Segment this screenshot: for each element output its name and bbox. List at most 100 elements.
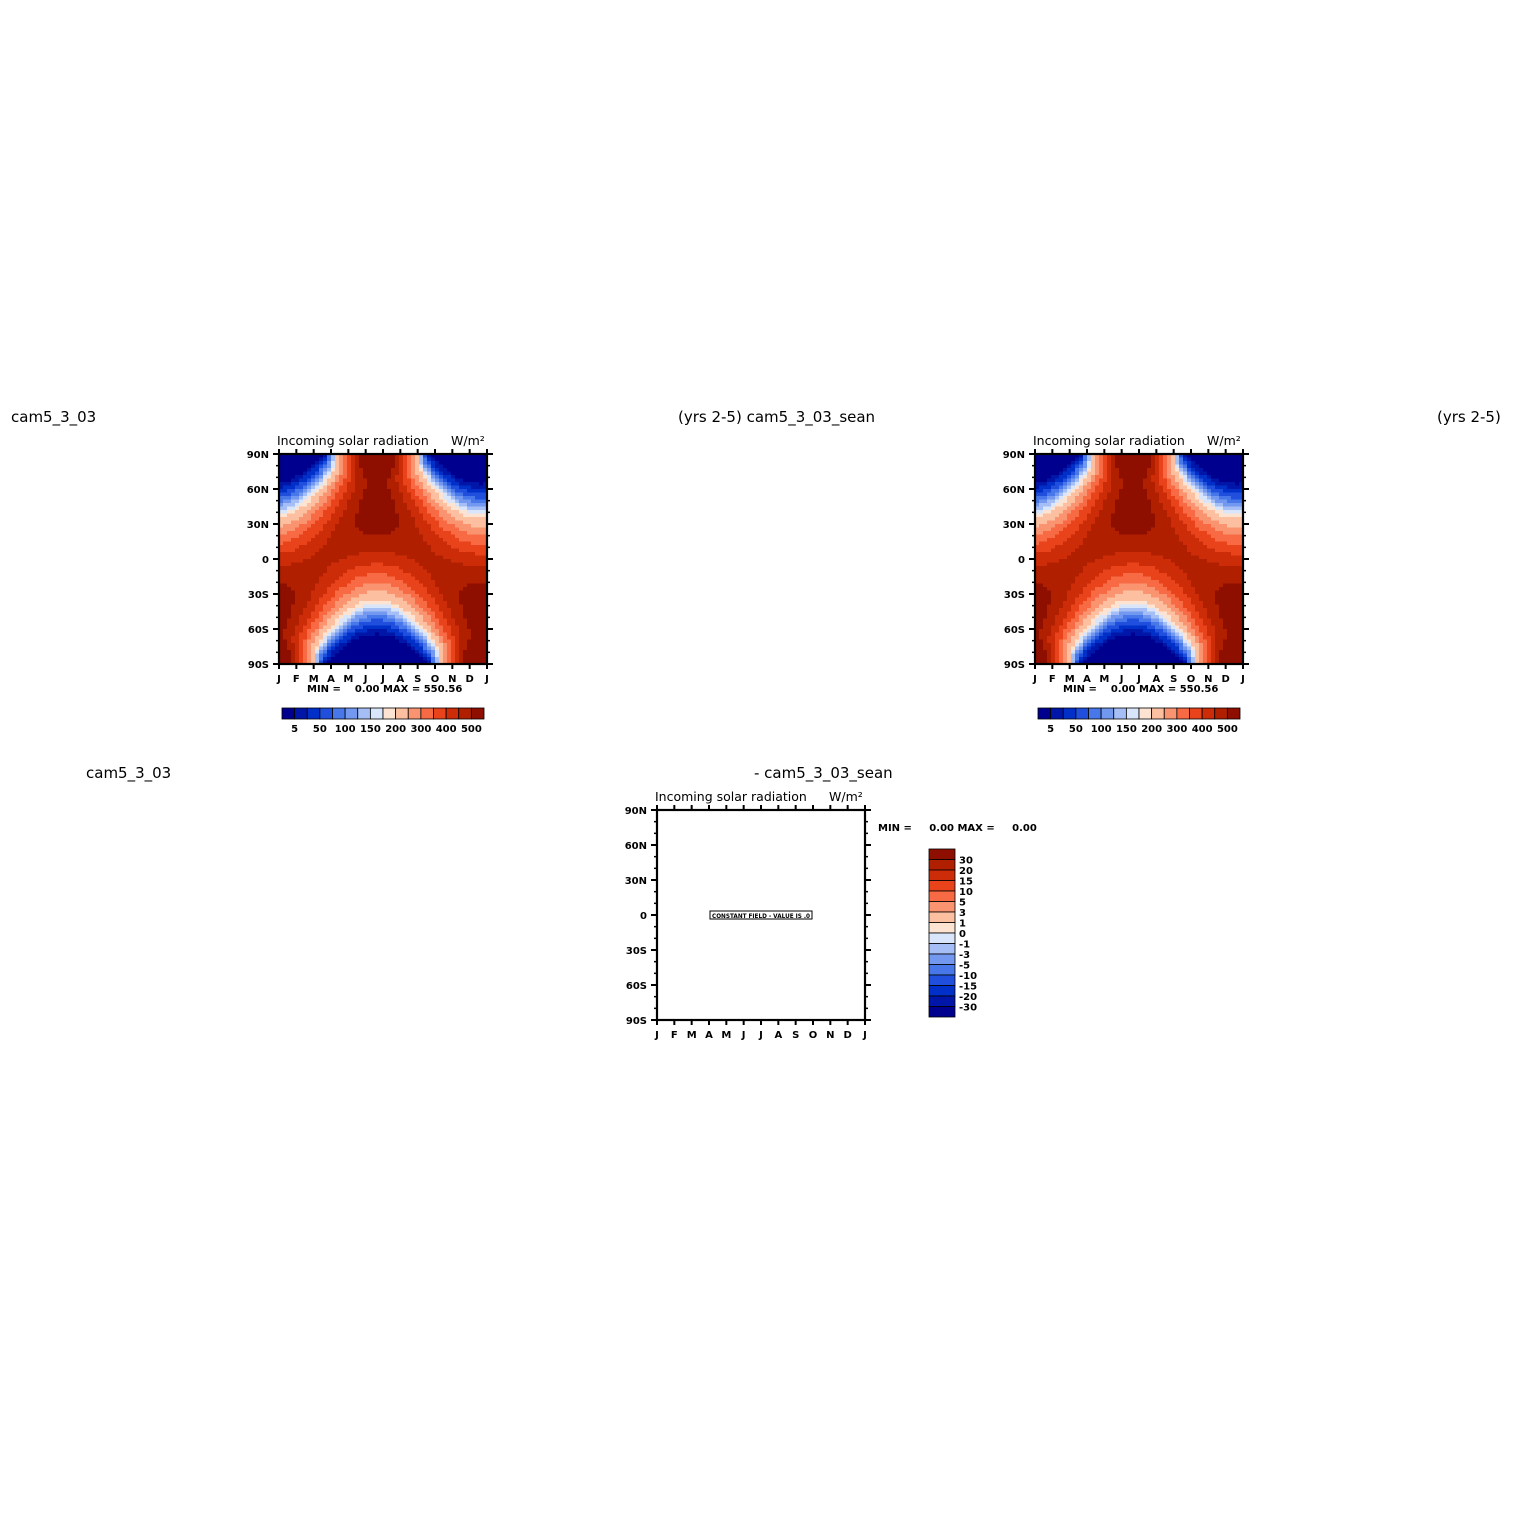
field-cell <box>1083 510 1088 515</box>
field-cell <box>359 618 364 623</box>
field-cell <box>351 625 356 630</box>
field-cell <box>383 527 388 532</box>
field-cell <box>1035 562 1040 567</box>
field-cell <box>467 590 472 595</box>
field-cell <box>343 660 348 665</box>
field-cell <box>331 548 336 553</box>
field-cell <box>431 601 436 606</box>
field-cell <box>283 604 288 609</box>
field-cell <box>475 657 480 662</box>
field-cell <box>383 618 388 623</box>
field-cell <box>399 454 404 459</box>
field-cell <box>383 457 388 462</box>
field-cell <box>287 646 292 651</box>
field-cell <box>467 611 472 616</box>
field-cell <box>1107 608 1112 613</box>
field-cell <box>283 531 288 536</box>
field-cell <box>479 601 484 606</box>
field-cell <box>1067 482 1072 487</box>
field-cell <box>423 468 428 473</box>
field-cell <box>1071 503 1076 508</box>
field-cell <box>299 604 304 609</box>
field-cell <box>1067 660 1072 665</box>
field-cell <box>351 534 356 539</box>
field-cell <box>315 517 320 522</box>
field-cell <box>379 510 384 515</box>
field-cell <box>1147 489 1152 494</box>
field-cell <box>1071 573 1076 578</box>
field-cell <box>1035 482 1040 487</box>
field-cell <box>467 503 472 508</box>
field-cell <box>383 597 388 602</box>
field-cell <box>443 660 448 665</box>
field-cell <box>299 646 304 651</box>
field-cell <box>1139 611 1144 616</box>
field-cell <box>395 643 400 648</box>
field-cell <box>447 594 452 599</box>
field-cell <box>311 517 316 522</box>
field-cell <box>1047 468 1052 473</box>
field-cell <box>1119 601 1124 606</box>
field-cell <box>1059 510 1064 515</box>
field-cell <box>1067 646 1072 651</box>
field-cell <box>403 636 408 641</box>
field-cell <box>1071 545 1076 550</box>
field-cell <box>447 643 452 648</box>
field-cell <box>1115 492 1120 497</box>
field-cell <box>1043 457 1048 462</box>
field-cell <box>1095 527 1100 532</box>
field-cell <box>399 650 404 655</box>
field-cell <box>283 660 288 665</box>
field-cell <box>383 478 388 483</box>
field-cell <box>403 587 408 592</box>
field-cell <box>427 552 432 557</box>
field-cell <box>1135 629 1140 634</box>
field-cell <box>1127 625 1132 630</box>
field-cell <box>1067 618 1072 623</box>
field-cell <box>439 646 444 651</box>
field-cell <box>323 513 328 518</box>
field-cell <box>311 622 316 627</box>
field-cell <box>1115 496 1120 501</box>
field-cell <box>1131 531 1136 536</box>
field-cell <box>1075 510 1080 515</box>
field-cell <box>1107 520 1112 525</box>
field-cell <box>1107 559 1112 564</box>
field-cell <box>351 639 356 644</box>
field-cell <box>1135 496 1140 501</box>
field-cell <box>343 527 348 532</box>
field-cell <box>299 457 304 462</box>
colorbar-swatch <box>319 707 333 720</box>
field-cell <box>407 576 412 581</box>
field-cell <box>443 545 448 550</box>
field-cell <box>1087 555 1092 560</box>
field-cell <box>1123 580 1128 585</box>
field-cell <box>1079 587 1084 592</box>
field-cell <box>311 482 316 487</box>
field-cell <box>443 566 448 571</box>
field-cell <box>299 618 304 623</box>
field-cell <box>1051 506 1056 511</box>
field-cell <box>1127 601 1132 606</box>
field-cell <box>459 643 464 648</box>
field-cell <box>455 559 460 564</box>
field-cell <box>1147 583 1152 588</box>
field-cell <box>323 590 328 595</box>
field-cell <box>1043 552 1048 557</box>
field-cell <box>479 541 484 546</box>
field-cell <box>347 496 352 501</box>
field-cell <box>1047 594 1052 599</box>
field-cell <box>471 541 476 546</box>
field-cell <box>435 590 440 595</box>
field-cell <box>1063 615 1068 620</box>
field-cell <box>299 541 304 546</box>
field-cell <box>343 587 348 592</box>
field-cell <box>1115 454 1120 459</box>
field-cell <box>1123 461 1128 466</box>
field-cell <box>1103 587 1108 592</box>
field-cell <box>455 475 460 480</box>
field-cell <box>1115 552 1120 557</box>
field-cell <box>1051 548 1056 553</box>
field-cell <box>447 541 452 546</box>
field-cell <box>479 653 484 658</box>
